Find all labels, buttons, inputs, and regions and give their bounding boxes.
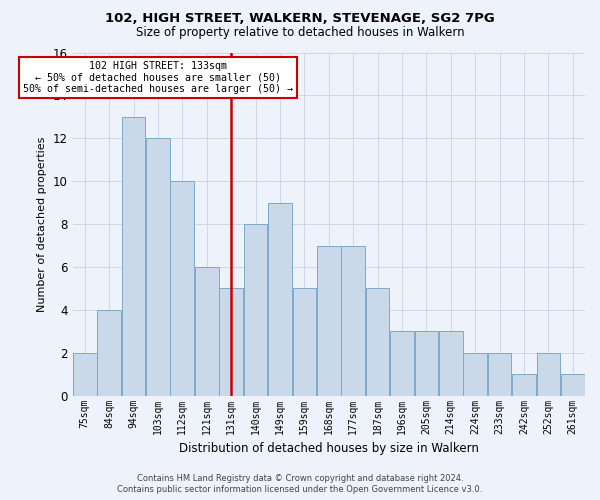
Bar (268, 202, 292, 396)
Text: Size of property relative to detached houses in Walkern: Size of property relative to detached ho… (136, 26, 464, 39)
X-axis label: Distribution of detached houses by size in Walkern: Distribution of detached houses by size … (179, 442, 479, 455)
Text: 102 HIGH STREET: 133sqm
← 50% of detached houses are smaller (50)
50% of semi-de: 102 HIGH STREET: 133sqm ← 50% of detache… (23, 61, 293, 94)
Bar (439, 332, 463, 396)
Bar (512, 374, 536, 396)
Bar (219, 288, 243, 396)
Bar (97, 310, 121, 396)
Bar (463, 352, 487, 396)
Bar (293, 288, 316, 396)
Text: Contains HM Land Registry data © Crown copyright and database right 2024.
Contai: Contains HM Land Registry data © Crown c… (118, 474, 482, 494)
Bar (122, 117, 145, 396)
Bar (390, 332, 414, 396)
Text: 102, HIGH STREET, WALKERN, STEVENAGE, SG2 7PG: 102, HIGH STREET, WALKERN, STEVENAGE, SG… (105, 12, 495, 26)
Bar (244, 224, 268, 396)
Y-axis label: Number of detached properties: Number of detached properties (37, 136, 47, 312)
Bar (73, 352, 97, 396)
Bar (366, 288, 389, 396)
Bar (488, 352, 511, 396)
Bar (146, 138, 170, 396)
Bar (536, 352, 560, 396)
Bar (561, 374, 584, 396)
Bar (170, 181, 194, 396)
Bar (195, 267, 218, 396)
Bar (415, 332, 438, 396)
Bar (341, 246, 365, 396)
Bar (317, 246, 341, 396)
